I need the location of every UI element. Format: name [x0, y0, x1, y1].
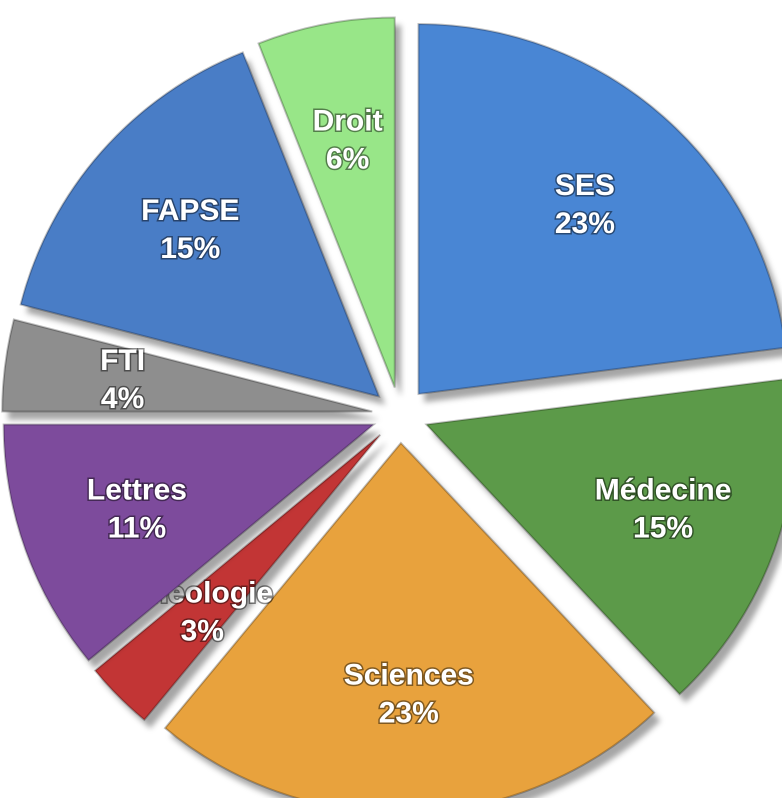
slice-label: SES — [555, 169, 615, 202]
slice-value-label: 11% — [108, 512, 166, 545]
slice-value-label: 15% — [160, 232, 220, 265]
slice-label: FTI — [100, 344, 145, 377]
slice — [2, 423, 377, 662]
slice-value-label: 15% — [633, 512, 693, 545]
slice-value-label: 4% — [101, 382, 144, 415]
slice-label: Droit — [313, 104, 383, 137]
slice — [163, 441, 656, 798]
slice — [424, 378, 782, 696]
slice — [1, 318, 373, 413]
slice — [417, 22, 782, 396]
slice-value-label: 3% — [181, 615, 224, 648]
slice-label: Médecine — [595, 474, 732, 507]
slice — [257, 16, 396, 388]
slice-label: Lettres — [87, 474, 187, 507]
slice — [93, 434, 381, 722]
slice — [19, 51, 381, 398]
slice-value-label: 23% — [555, 207, 615, 240]
slice-value-label: 23% — [379, 696, 439, 729]
slice-label: Sciences — [344, 658, 474, 691]
slice-label: FAPSE — [141, 194, 239, 227]
slice-value-label: 6% — [326, 142, 369, 175]
